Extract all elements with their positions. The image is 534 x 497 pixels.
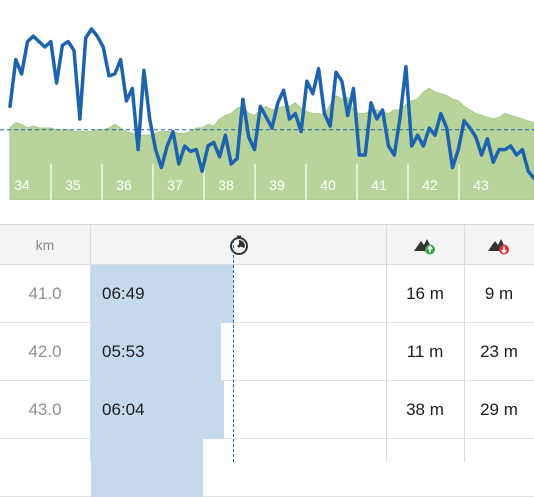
splits-table: km 41.0 06:49 16 m 9 m 42.0 [0, 224, 534, 497]
pace-bar [91, 323, 221, 381]
pace-elevation-chart[interactable]: 34 35 36 37 38 39 40 41 42 43 [0, 0, 534, 200]
ascent-cell [386, 439, 464, 497]
chart-gap [0, 200, 534, 224]
ascent-cell: 38 m [406, 400, 444, 419]
x-tick-label: 38 [218, 177, 234, 193]
ascent-header[interactable] [386, 225, 464, 264]
stopwatch-icon [229, 235, 248, 255]
column-divider [464, 224, 465, 462]
pace-cell: 06:04 [102, 400, 145, 419]
table-row[interactable]: 43.0 06:04 38 m 29 m [0, 381, 534, 439]
pace-cell: 06:49 [102, 284, 145, 303]
x-tick-label: 37 [167, 177, 183, 193]
column-divider [90, 224, 91, 462]
table-row[interactable]: 41.0 06:49 16 m 9 m [0, 265, 534, 323]
ascent-cell: 16 m [406, 284, 444, 303]
table-header: km [0, 224, 534, 265]
ascent-cell: 11 m [406, 342, 444, 361]
pace-header[interactable] [91, 225, 386, 264]
km-cell [0, 439, 90, 497]
pace-bar [91, 381, 224, 439]
x-tick-label: 42 [422, 177, 438, 193]
pace-reference-line [233, 240, 234, 462]
km-cell: 43.0 [28, 400, 62, 419]
ascent-icon [414, 238, 435, 254]
descent-cell: 29 m [480, 400, 518, 419]
descent-cell: 23 m [480, 342, 518, 361]
chart-svg: 34 35 36 37 38 39 40 41 42 43 [0, 27, 534, 200]
km-cell: 42.0 [28, 342, 62, 361]
descent-icon [488, 238, 509, 254]
x-tick-label: 39 [269, 177, 285, 193]
pace-bar [91, 265, 233, 323]
x-tick-label: 40 [320, 177, 336, 193]
x-tick-label: 41 [371, 177, 387, 193]
table-row[interactable] [0, 439, 534, 497]
pace-line [8, 27, 534, 181]
descent-cell: 9 m [484, 284, 514, 303]
table-row[interactable]: 42.0 05:53 11 m 23 m [0, 323, 534, 381]
descent-header[interactable] [464, 225, 534, 264]
x-tick-label: 34 [14, 177, 30, 193]
x-tick-label: 36 [116, 177, 132, 193]
descent-cell [464, 439, 534, 497]
km-header: km [35, 236, 55, 253]
km-cell: 41.0 [28, 284, 62, 303]
x-tick-label: 43 [473, 177, 489, 193]
column-divider [386, 224, 387, 462]
x-tick-label: 35 [65, 177, 81, 193]
pace-bar [91, 439, 203, 497]
pace-cell: 05:53 [102, 342, 145, 361]
